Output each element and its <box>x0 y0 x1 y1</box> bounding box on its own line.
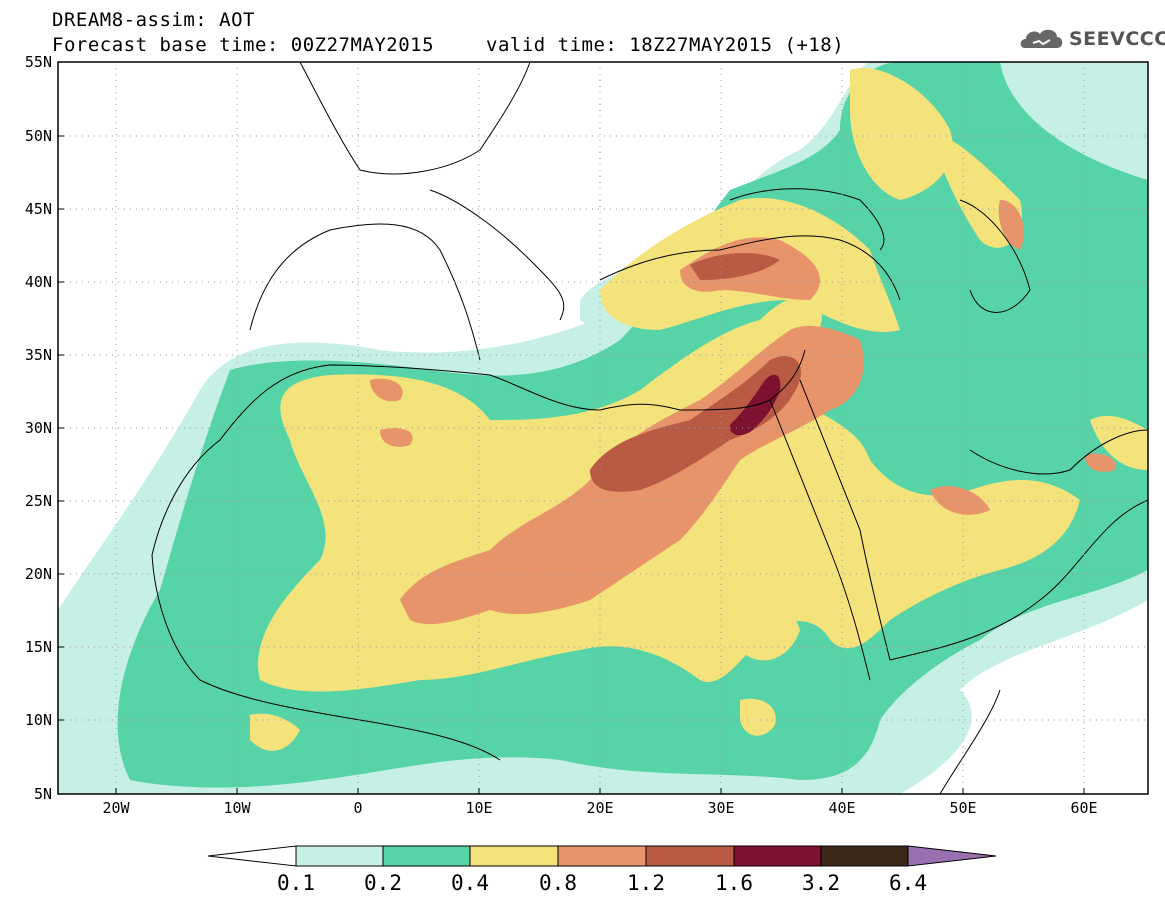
colorbar-label: 1.2 <box>627 871 665 895</box>
north-africa-coast <box>151 349 806 556</box>
colorbar <box>207 845 997 867</box>
lat-label: 50N <box>25 127 52 145</box>
colorbar-below-triangle <box>207 845 297 867</box>
aot-field <box>58 62 1148 794</box>
west-africa-coast <box>151 554 501 761</box>
colorbar-label: 6.4 <box>889 871 927 895</box>
lon-label: 10E <box>465 799 492 817</box>
gulf-coast <box>969 429 1149 475</box>
italy-coast <box>429 189 565 321</box>
colorbar-swatch <box>469 845 559 867</box>
lon-label: 60E <box>1070 799 1097 817</box>
lon-label: 20W <box>102 799 130 817</box>
title-variable: DREAM8-assim: AOT <box>52 9 255 31</box>
latitude-labels: 55N 50N 45N 40N 35N 30N 25N 20N 15N 10N … <box>25 53 52 803</box>
colorbar-swatch <box>820 845 909 867</box>
colorbar-label: 3.2 <box>802 871 840 895</box>
colorbar-swatch <box>733 845 822 867</box>
colorbar-swatch <box>382 845 471 867</box>
lat-lon-grid <box>58 62 1148 794</box>
colorbar-above-triangle <box>907 845 997 867</box>
lat-label: 20N <box>25 565 52 583</box>
colorbar-label: 1.6 <box>715 871 753 895</box>
lon-label: 30E <box>707 799 734 817</box>
lat-label: 10N <box>25 711 52 729</box>
coastlines <box>151 61 1149 795</box>
colorbar-swatch <box>557 845 647 867</box>
colorbar-swatch <box>645 845 735 867</box>
colorbar-label: 0.8 <box>539 871 577 895</box>
title-base-time: Forecast base time: 00Z27MAY2015 <box>52 34 435 56</box>
lat-label: 45N <box>25 200 52 218</box>
colorbar-labels: 0.1 0.2 0.4 0.8 1.2 1.6 3.2 6.4 <box>277 871 927 895</box>
europe-outline <box>299 61 531 175</box>
caspian-sea <box>959 199 1031 313</box>
lon-label: 50E <box>949 799 976 817</box>
aot-contour-1.2 <box>590 253 801 492</box>
lon-label: 10W <box>223 799 251 817</box>
title-valid-time: valid time: 18Z27MAY2015 (+18) <box>486 34 845 56</box>
red-sea-coast-east <box>799 379 891 661</box>
lon-label: 20E <box>586 799 613 817</box>
lat-label: 25N <box>25 492 52 510</box>
turkey-coast <box>599 235 901 301</box>
cloud-icon <box>1020 29 1063 48</box>
colorbar-label: 0.4 <box>451 871 489 895</box>
lat-label: 15N <box>25 638 52 656</box>
red-sea-coast-west <box>769 399 871 681</box>
lon-label: 40E <box>828 799 855 817</box>
lat-label: 35N <box>25 346 52 364</box>
lat-label: 55N <box>25 53 52 71</box>
lat-label: 5N <box>34 785 52 803</box>
axis-ticks <box>58 61 1085 795</box>
colorbar-label: 0.1 <box>277 871 315 895</box>
lat-label: 30N <box>25 419 52 437</box>
seevccc-logo: SEEVCCC <box>1017 22 1165 56</box>
lon-label: 0 <box>353 799 362 817</box>
lat-label: 40N <box>25 273 52 291</box>
longitude-labels: 20W 10W 0 10E 20E 30E 40E 50E 60E <box>102 799 1097 817</box>
iberia-coast <box>249 223 481 361</box>
arabia-south-coast <box>889 499 1149 661</box>
colorbar-label: 0.2 <box>364 871 402 895</box>
logo-text: SEEVCCC <box>1069 28 1165 50</box>
horn-of-africa <box>939 689 1001 795</box>
black-sea <box>729 188 885 251</box>
colorbar-swatch <box>295 845 384 867</box>
